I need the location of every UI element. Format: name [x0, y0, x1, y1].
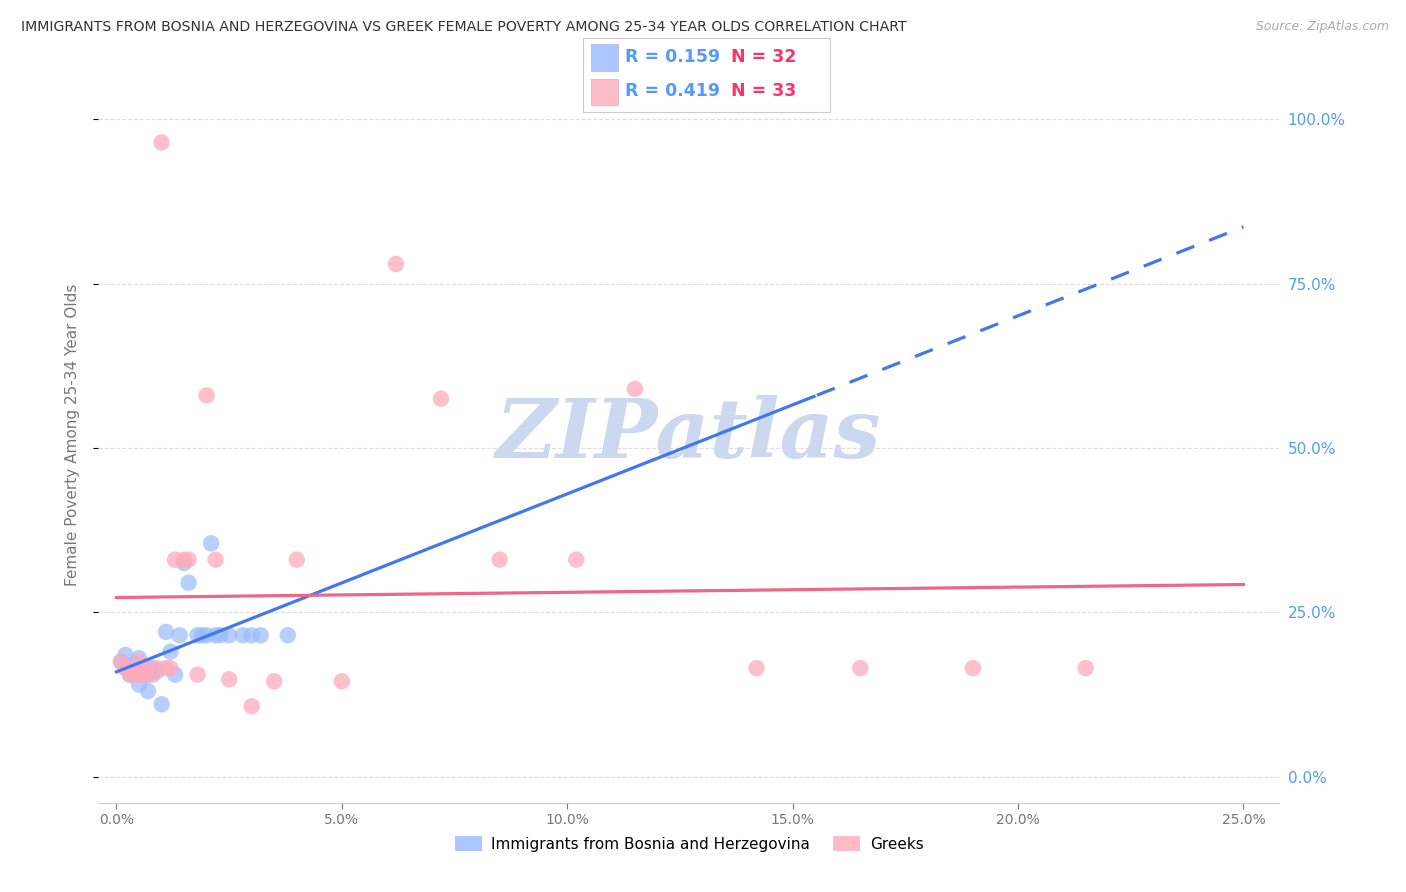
- Point: [285, 552, 308, 566]
- Point: [277, 628, 299, 642]
- Point: [136, 661, 159, 675]
- Point: [745, 661, 768, 675]
- Point: [114, 661, 136, 675]
- Point: [195, 388, 218, 402]
- Point: [962, 661, 984, 675]
- Point: [430, 392, 453, 406]
- Legend: Immigrants from Bosnia and Herzegovina, Greeks: Immigrants from Bosnia and Herzegovina, …: [449, 830, 929, 858]
- Point: [155, 624, 177, 639]
- Point: [191, 628, 214, 642]
- Point: [249, 628, 271, 642]
- Point: [114, 648, 136, 662]
- Point: [136, 667, 159, 681]
- Point: [128, 667, 150, 681]
- Point: [124, 657, 146, 672]
- Point: [118, 667, 141, 681]
- Point: [177, 552, 200, 566]
- Point: [565, 552, 588, 566]
- Point: [118, 661, 141, 675]
- Text: N = 33: N = 33: [731, 82, 796, 101]
- Point: [128, 677, 150, 691]
- Point: [146, 665, 169, 679]
- Point: [204, 628, 226, 642]
- Point: [849, 661, 872, 675]
- Text: Source: ZipAtlas.com: Source: ZipAtlas.com: [1256, 20, 1389, 33]
- Point: [177, 575, 200, 590]
- Point: [200, 536, 222, 550]
- Point: [488, 552, 510, 566]
- Point: [1074, 661, 1097, 675]
- Point: [165, 552, 187, 566]
- Point: [141, 661, 163, 675]
- Point: [128, 651, 150, 665]
- Point: [155, 661, 177, 675]
- Point: [132, 667, 155, 681]
- Bar: [591, 78, 619, 105]
- Point: [124, 667, 146, 681]
- Point: [195, 628, 218, 642]
- Point: [209, 628, 232, 642]
- Point: [240, 699, 263, 714]
- Point: [150, 136, 173, 150]
- Point: [136, 684, 159, 698]
- Text: IMMIGRANTS FROM BOSNIA AND HERZEGOVINA VS GREEK FEMALE POVERTY AMONG 25-34 YEAR : IMMIGRANTS FROM BOSNIA AND HERZEGOVINA V…: [21, 20, 907, 34]
- Point: [263, 674, 285, 689]
- Y-axis label: Female Poverty Among 25-34 Year Olds: Female Poverty Among 25-34 Year Olds: [65, 284, 80, 586]
- Point: [110, 655, 132, 669]
- Point: [204, 552, 226, 566]
- Bar: [591, 45, 619, 70]
- Point: [146, 661, 169, 675]
- Text: R = 0.159: R = 0.159: [626, 48, 720, 66]
- Point: [128, 655, 150, 669]
- Point: [150, 698, 173, 712]
- Point: [169, 628, 191, 642]
- Text: ZIPatlas: ZIPatlas: [496, 395, 882, 475]
- Point: [385, 257, 408, 271]
- Point: [159, 661, 181, 675]
- Point: [330, 674, 353, 689]
- Point: [110, 655, 132, 669]
- Point: [165, 667, 187, 681]
- Point: [124, 667, 146, 681]
- Point: [187, 667, 209, 681]
- Point: [173, 552, 195, 566]
- Text: R = 0.419: R = 0.419: [626, 82, 720, 101]
- Point: [232, 628, 254, 642]
- Point: [141, 667, 163, 681]
- Text: N = 32: N = 32: [731, 48, 796, 66]
- Point: [159, 645, 181, 659]
- Point: [132, 667, 155, 681]
- Point: [173, 556, 195, 570]
- Point: [218, 673, 240, 687]
- Point: [218, 628, 240, 642]
- Point: [187, 628, 209, 642]
- Point: [240, 628, 263, 642]
- Point: [114, 661, 136, 675]
- Point: [624, 382, 647, 396]
- Point: [118, 667, 141, 681]
